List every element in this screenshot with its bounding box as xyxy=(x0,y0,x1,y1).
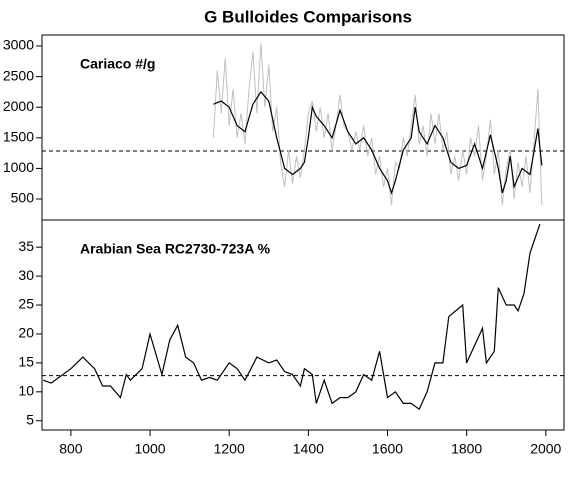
y-tick-label: 10 xyxy=(18,383,34,399)
panel-label: Cariaco #/g xyxy=(80,56,155,72)
x-tick-label: 2000 xyxy=(530,441,561,457)
y-tick-label: 3000 xyxy=(3,37,34,53)
x-tick-label: 1800 xyxy=(451,441,482,457)
y-tick-label: 2500 xyxy=(3,67,34,83)
panel-label: Arabian Sea RC2730-723A % xyxy=(80,241,271,257)
data-line xyxy=(213,90,543,195)
y-tick-label: 25 xyxy=(18,296,34,312)
y-tick-label: 15 xyxy=(18,354,34,370)
plot-frame xyxy=(41,219,565,431)
y-tick-label: 35 xyxy=(18,238,34,254)
y-tick-label: 5 xyxy=(26,411,34,427)
y-tick-label: 30 xyxy=(18,267,34,283)
x-tick-label: 1000 xyxy=(134,441,165,457)
y-tick-label: 1500 xyxy=(3,129,34,145)
x-tick-label: 1200 xyxy=(214,441,245,457)
data-line xyxy=(42,223,541,411)
y-tick-label: 2000 xyxy=(3,98,34,114)
chart-title: G Bulloides Comparisons xyxy=(204,7,412,26)
y-tick-label: 1000 xyxy=(3,159,34,175)
x-tick-label: 1600 xyxy=(372,441,403,457)
y-tick-label: 500 xyxy=(11,190,35,206)
x-tick-label: 800 xyxy=(59,441,83,457)
y-tick-label: 20 xyxy=(18,325,34,341)
x-tick-label: 1400 xyxy=(293,441,324,457)
